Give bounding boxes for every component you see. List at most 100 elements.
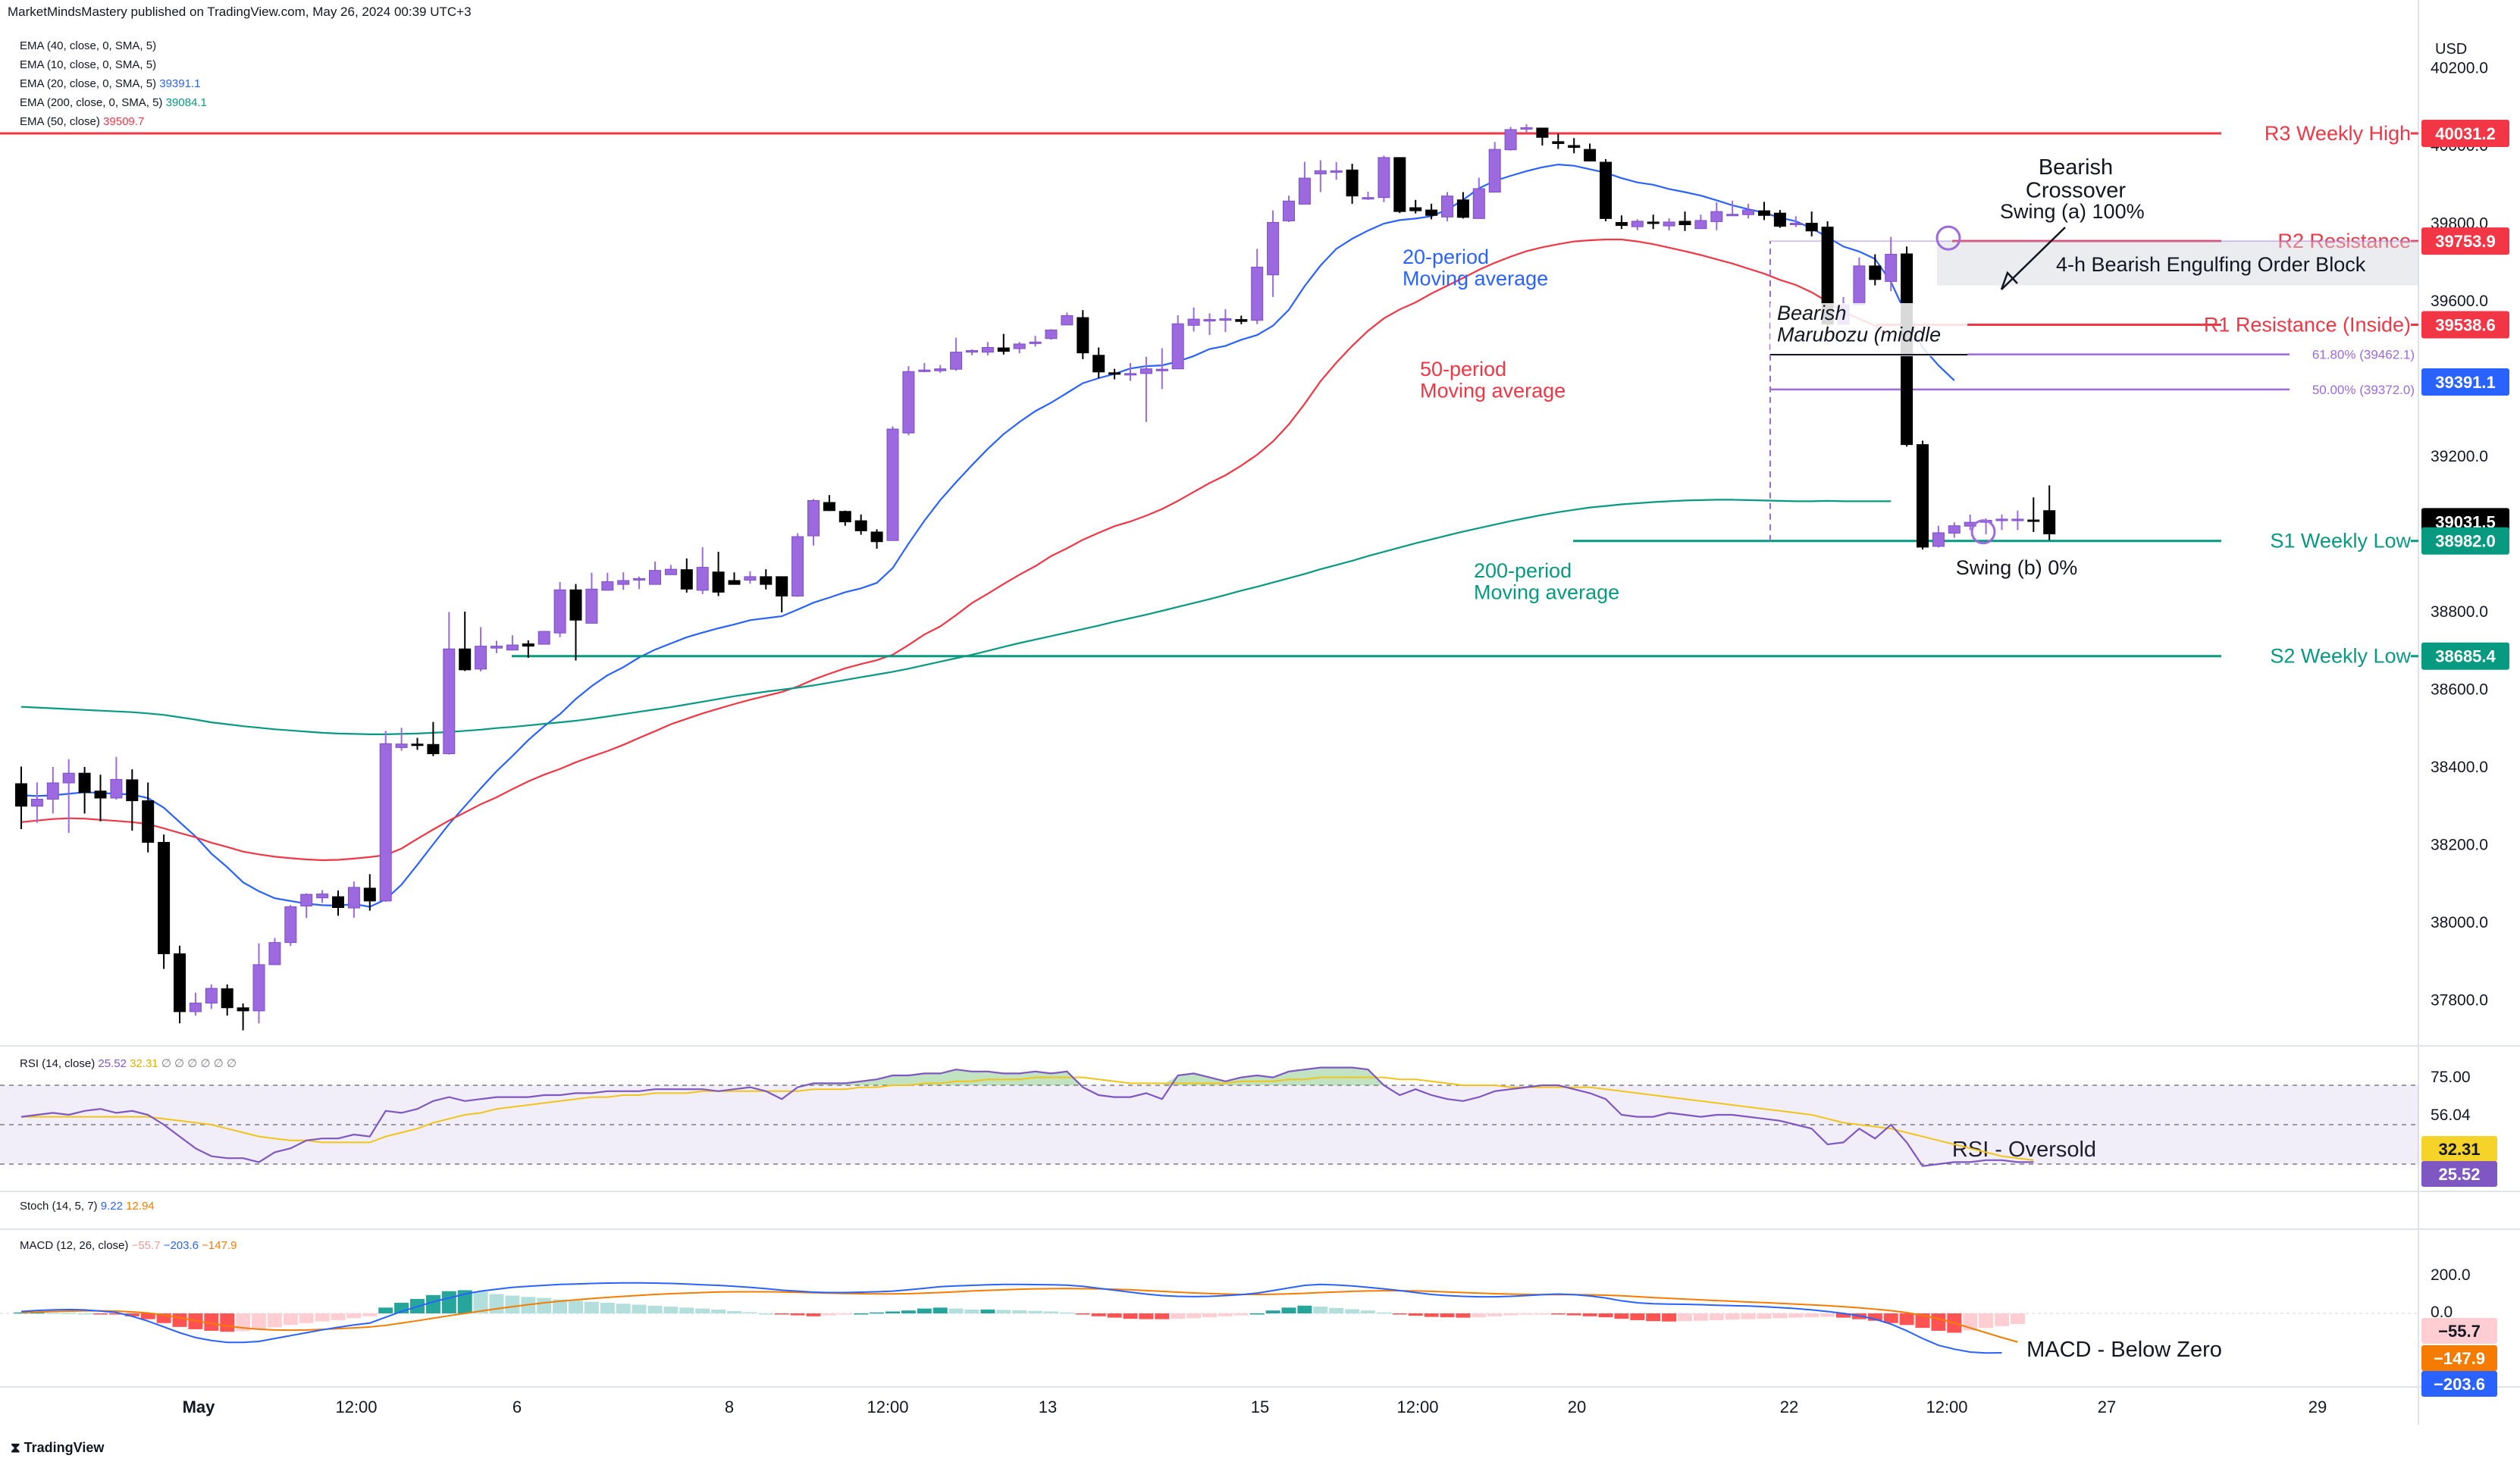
candle-body [1298, 177, 1311, 205]
candle-body [1710, 211, 1723, 222]
macd-value-tag-label: −147.9 [2434, 1349, 2485, 1368]
macd-hist-bar [1614, 1313, 1629, 1319]
macd-hist-bar [1772, 1313, 1788, 1319]
price-tag [2421, 527, 2509, 555]
candle-body [1647, 221, 1660, 224]
annotation-text: Swing (b) 0% [1956, 556, 2078, 579]
candle-body [585, 588, 598, 624]
candle-body [1187, 318, 1200, 326]
candle-body [522, 643, 534, 647]
macd-axis-label: 200.0 [2431, 1266, 2471, 1284]
macd-hist-bar [1313, 1307, 1328, 1313]
candle-body [1013, 343, 1026, 349]
candle-body [791, 536, 804, 597]
candle-body [870, 531, 883, 543]
macd-hist-bar [1678, 1313, 1692, 1322]
candle-body [649, 570, 661, 585]
indicator-label: EMA (10, close, 0, SMA, 5) [20, 58, 157, 71]
rsi-band [0, 1085, 2418, 1164]
candle-body [395, 743, 408, 748]
indicator-legend-ema10[interactable]: EMA (10, close, 0, SMA, 5) [20, 58, 156, 71]
macd-hist-bar [679, 1307, 694, 1313]
macd-hist-bar [1202, 1313, 1217, 1318]
rsi-value: 25.52 [98, 1057, 127, 1070]
macd-hist-bar [1646, 1313, 1661, 1322]
indicator-legend-ema40[interactable]: EMA (40, close, 0, SMA, 5) [20, 39, 156, 52]
rsi-label: RSI (14, close) [20, 1057, 96, 1070]
logo-text: TradingView [24, 1440, 105, 1455]
candle-body [1694, 220, 1707, 230]
macd-hist-bar [61, 1313, 77, 1314]
candle-body [300, 894, 313, 906]
time-tick-label: 8 [725, 1398, 734, 1416]
macd-hist-bar [1788, 1313, 1804, 1318]
macd-hist-bar [140, 1313, 155, 1319]
indicator-legend-ema50[interactable]: EMA (50, close) 39509.7 [20, 115, 144, 128]
macd-hist-bar [362, 1313, 378, 1316]
annotation-line: MACD - Below Zero [2026, 1338, 2222, 1362]
macd-hist-bar [1012, 1310, 1027, 1313]
candle-body [221, 988, 234, 1009]
candle-body [142, 800, 155, 843]
macd-hist-bar [346, 1313, 362, 1319]
macd-hist-bar [45, 1312, 61, 1314]
level-label: S1 Weekly Low [2270, 530, 2411, 552]
annotation-line: Crossover [2026, 178, 2126, 202]
candle-body [1758, 210, 1770, 216]
candle-body [78, 772, 91, 793]
macd-hist-bar [1392, 1313, 1407, 1315]
macd-hist-bar [996, 1310, 1011, 1313]
annotation-line: 50-period [1420, 358, 1506, 380]
candle-body [1488, 149, 1501, 192]
candle-body [363, 887, 376, 902]
time-tick-label: May [183, 1398, 216, 1416]
annotation-line: Bearish [1777, 302, 1847, 324]
level-label-bg [2221, 642, 2411, 670]
macd-legend[interactable]: MACD (12, 26, close) −55.7 −203.6 −147.9 [20, 1239, 237, 1252]
fib-label: 61.80% (39462.1) [2312, 348, 2415, 362]
macd-hist-bar [1725, 1313, 1740, 1320]
macd-hist-bar [822, 1313, 837, 1316]
macd-hist-bar [14, 1312, 29, 1314]
rsi-legend[interactable]: RSI (14, close) 25.52 32.31 ∅ ∅ ∅ ∅ ∅ ∅ [20, 1056, 237, 1070]
indicator-legend-ema20[interactable]: EMA (20, close, 0, SMA, 5) 39391.1 [20, 77, 200, 90]
candle-body [1425, 209, 1438, 216]
time-tick-label: 29 [2308, 1398, 2327, 1416]
macd-hist-bar [220, 1313, 235, 1332]
price-tick-label: 40200.0 [2431, 60, 2488, 77]
candle-body [1314, 170, 1327, 174]
annotation-line: Marubozu (middle [1777, 323, 1941, 346]
macd-hist-bar [1075, 1313, 1090, 1315]
rsi-overbought-fill [1161, 1067, 1384, 1085]
macd-hist-bar [1297, 1305, 1312, 1313]
stoch-legend[interactable]: Stoch (14, 5, 7) 9.22 12.94 [20, 1200, 155, 1213]
macd-hist-bar [1582, 1313, 1597, 1316]
macd-hist-bar [1091, 1313, 1106, 1316]
macd-hist-bar [1424, 1313, 1439, 1317]
rsi-value-tag-label: 25.52 [2438, 1165, 2480, 1184]
candle-body [1853, 265, 1866, 305]
macd-value-tag [2421, 1345, 2497, 1371]
candle-body [744, 576, 757, 581]
indicator-value: 39391.1 [159, 77, 201, 90]
macd-hist-bar [774, 1313, 789, 1315]
macd-hist-bar [1820, 1313, 1835, 1317]
candle-body [15, 783, 27, 807]
macd-hist-bar [1218, 1313, 1233, 1316]
macd-hist-bar [425, 1294, 440, 1313]
price-tag [2421, 120, 2509, 148]
fib-label-bg [2290, 343, 2415, 365]
stoch-d-value: 12.94 [126, 1200, 155, 1213]
tradingview-logo[interactable]: ⧗ TradingView [11, 1440, 104, 1456]
candle-body [1678, 221, 1691, 226]
candle-body [1885, 254, 1898, 282]
macd-hist-bar [1171, 1313, 1186, 1319]
candle-body [46, 782, 59, 800]
indicator-legend-ema200[interactable]: EMA (200, close, 0, SMA, 5) 39084.1 [20, 96, 207, 109]
macd-hist-bar [473, 1291, 488, 1313]
candle-body [459, 648, 472, 671]
time-tick-label: 20 [1568, 1398, 1586, 1416]
price-tag-label: 39753.9 [2435, 232, 2496, 251]
macd-hist-bar [948, 1308, 964, 1313]
